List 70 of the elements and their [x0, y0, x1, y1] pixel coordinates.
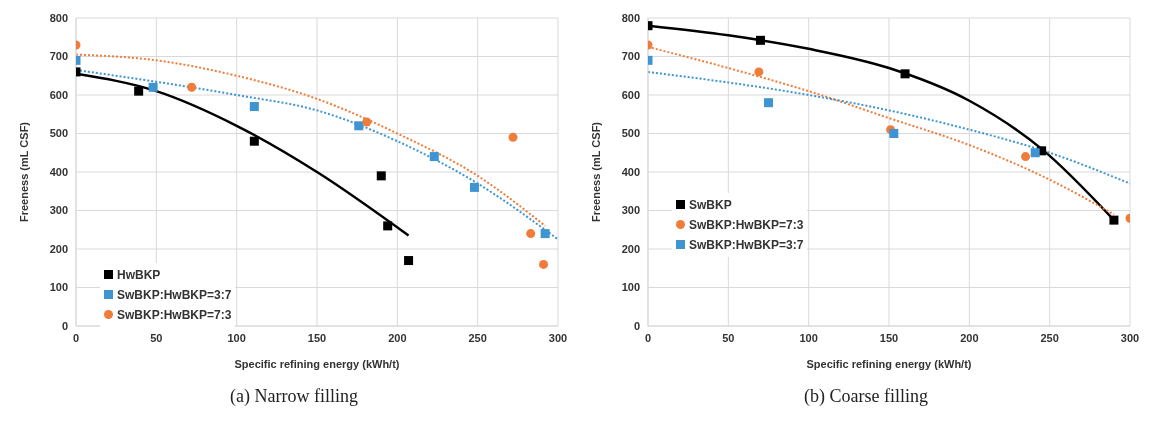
legend-label: SwBKP:HwBKP=7:3 [688, 217, 804, 234]
x-tick-label: 150 [879, 331, 899, 344]
point [429, 152, 439, 162]
point [1030, 148, 1040, 158]
point [362, 117, 372, 127]
x-tick-label: 100 [227, 331, 246, 344]
point [889, 129, 899, 138]
x-tick-label: 100 [799, 331, 818, 344]
x-tick-label: 200 [960, 331, 979, 344]
y-tick-label: 500 [49, 127, 68, 140]
point [755, 35, 765, 45]
y-axis-title: Freeness (mL CSF) [589, 121, 602, 223]
x-axis-title: Specific refining energy (kWh/t) [234, 358, 400, 370]
legend-label: HwBKP [116, 267, 162, 284]
point [764, 98, 773, 108]
y-tick-label: 200 [621, 242, 640, 255]
point [539, 259, 549, 269]
point [526, 229, 536, 239]
point [540, 229, 550, 239]
y-tick-label: 600 [49, 88, 68, 101]
x-tick-label: 250 [468, 331, 487, 344]
y-tick-label: 200 [49, 242, 68, 255]
point [1109, 215, 1119, 225]
y-axis-title: Freeness (mL CSF) [17, 121, 30, 223]
point [508, 132, 518, 142]
point [134, 86, 144, 96]
point [1021, 152, 1031, 162]
text: (a) Narrow filling [229, 386, 359, 407]
y-tick-label: 700 [621, 50, 640, 63]
y-tick-label: 0 [633, 319, 640, 332]
x-axis-title: Specific refining energy (kWh/t) [806, 358, 972, 370]
point [249, 102, 259, 112]
y-tick-label: 400 [49, 165, 68, 178]
y-tick-label: 800 [621, 11, 640, 24]
text: (b) Coarse filling [803, 386, 929, 407]
point [376, 171, 386, 181]
line-series [76, 53, 547, 227]
legend-label: SwBKP [688, 197, 733, 214]
x-tick-label: 150 [307, 331, 327, 344]
y-tick-label: 0 [61, 319, 68, 332]
point [900, 69, 910, 79]
line-series [648, 70, 1130, 185]
y-tick-label: 400 [621, 165, 640, 178]
point [148, 82, 158, 92]
x-tick-label: 50 [722, 331, 735, 344]
y-tick-label: 300 [621, 204, 640, 217]
x-tick-label: 200 [388, 331, 407, 344]
x-tick-label: 250 [1040, 331, 1059, 344]
legend-label: SwBKP:HwBKP=3:7 [116, 287, 232, 304]
x-tick-label: 0 [72, 331, 80, 344]
y-tick-label: 700 [49, 50, 68, 63]
y-tick-label: 100 [49, 281, 68, 294]
point [754, 67, 764, 77]
x-tick-label: 50 [150, 331, 163, 344]
x-tick-label: 300 [1120, 331, 1140, 344]
legend-label: SwBKP:HwBKP=7:3 [116, 307, 232, 324]
x-tick-label: 300 [548, 331, 568, 344]
y-tick-label: 800 [49, 11, 68, 24]
y-tick-label: 500 [621, 127, 640, 140]
point [404, 256, 414, 266]
point [249, 136, 259, 146]
point [383, 221, 393, 231]
y-tick-label: 600 [621, 88, 640, 101]
point [469, 182, 479, 192]
point [354, 121, 364, 131]
y-tick-label: 300 [49, 204, 68, 217]
y-tick-label: 100 [621, 281, 640, 294]
x-tick-label: 0 [644, 331, 652, 344]
legend-label: SwBKP:HwBKP=3:7 [688, 237, 804, 254]
point [187, 82, 197, 92]
